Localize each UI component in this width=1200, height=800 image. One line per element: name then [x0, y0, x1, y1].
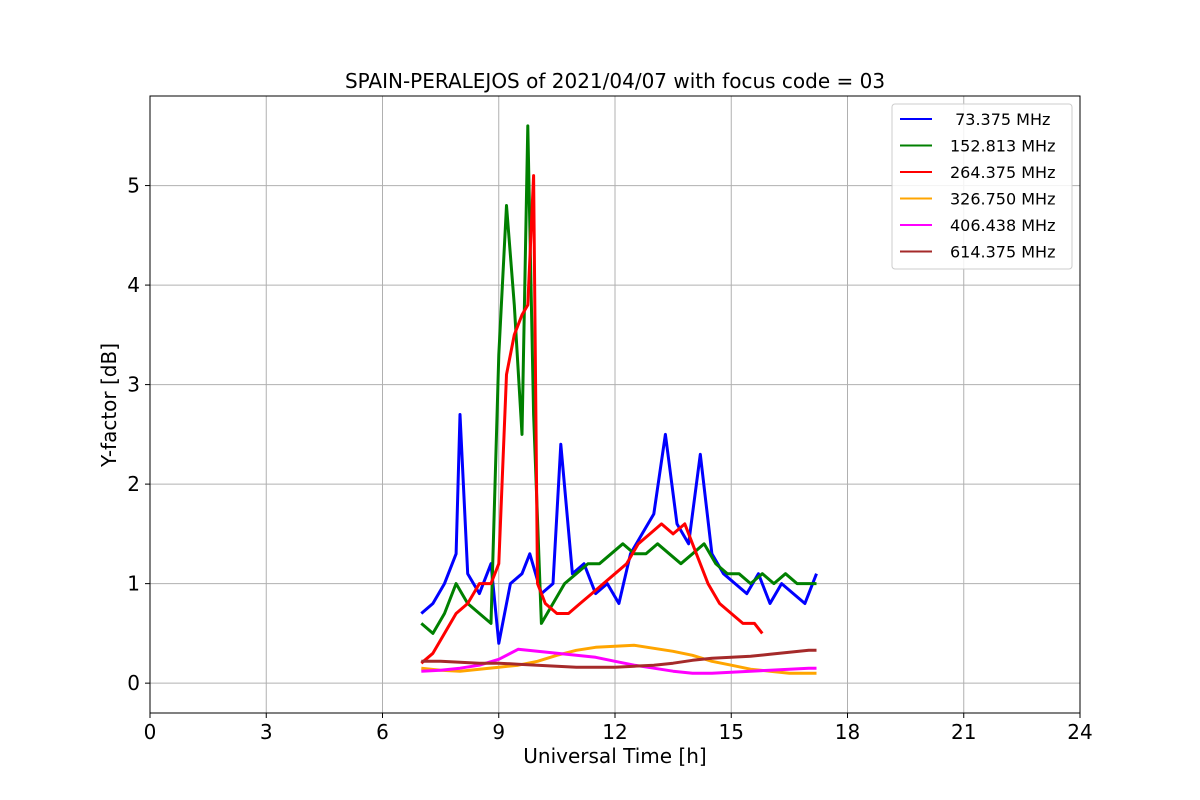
y-tick-label: 2 — [127, 472, 140, 496]
series-line-2 — [420, 174, 764, 665]
x-tick-label: 0 — [144, 720, 157, 744]
legend-box — [891, 103, 1073, 270]
x-tick-label: 21 — [951, 720, 976, 744]
series-line-5 — [421, 648, 817, 669]
legend-label: 326.750 MHz — [950, 190, 1055, 209]
series-line-0 — [420, 413, 818, 645]
y-tick-label: 4 — [127, 273, 140, 297]
y-tick-label: 1 — [127, 572, 140, 596]
y-axis-label: Y-factor [dB] — [97, 343, 121, 468]
y-tick-label: 0 — [127, 671, 140, 695]
x-tick-label: 24 — [1067, 720, 1092, 744]
legend: 73.375 MHz 152.813 MHz 264.375 MHz 326.750 … — [891, 103, 1073, 270]
x-tick-label: 9 — [492, 720, 505, 744]
y-tick-label: 5 — [127, 174, 140, 198]
legend-label: 152.813 MHz — [950, 137, 1055, 156]
y-tick-label: 3 — [127, 373, 140, 397]
legend-label: 614.375 MHz — [950, 243, 1055, 262]
x-axis: 0 3 6 9 12 15 18 21 24 — [144, 713, 1093, 744]
x-tick-label: 6 — [376, 720, 389, 744]
x-tick-label: 3 — [260, 720, 273, 744]
x-axis-label: Universal Time [h] — [523, 744, 706, 768]
legend-label: 264.375 MHz — [950, 163, 1055, 182]
legend-label: 73.375 MHz — [950, 110, 1050, 129]
x-tick-label: 15 — [719, 720, 744, 744]
series-layer — [420, 124, 818, 675]
legend-label: 406.438 MHz — [950, 216, 1055, 235]
chart-title: SPAIN-PERALEJOS of 2021/04/07 with focus… — [345, 69, 885, 93]
x-tick-label: 12 — [602, 720, 627, 744]
x-tick-label: 18 — [835, 720, 860, 744]
y-axis: 0 1 2 3 4 5 — [127, 174, 150, 695]
